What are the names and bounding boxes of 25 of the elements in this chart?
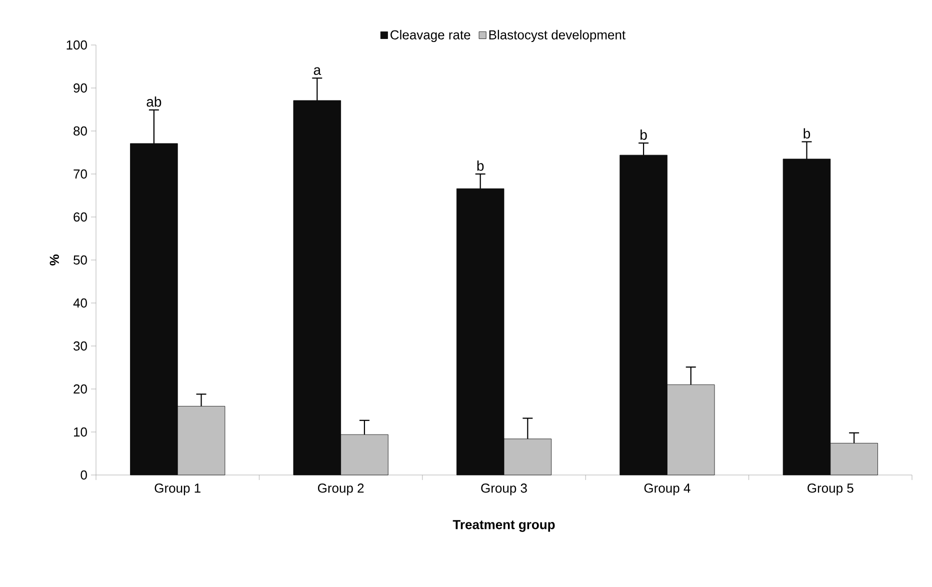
y-tick-label: 100 — [66, 40, 87, 50]
y-tick-label: 50 — [74, 255, 87, 265]
legend-label: Blastocyst development — [489, 30, 626, 42]
annotation: b — [477, 160, 484, 171]
y-tick-label: 30 — [74, 341, 87, 351]
annotation: a — [314, 67, 322, 75]
annotation: b — [804, 128, 810, 139]
y-tick-label: 10 — [74, 427, 87, 437]
x-tick-label: Group 1 — [154, 484, 200, 496]
annotation: b — [640, 130, 647, 140]
y-tick-label: 80 — [74, 126, 87, 136]
y-tick-label: 90 — [74, 83, 87, 93]
annotation: ab — [146, 96, 162, 107]
x-tick-label: Group 2 — [318, 484, 364, 496]
x-tick-label: Group 3 — [481, 484, 527, 496]
y-tick-label: 70 — [74, 169, 87, 179]
x-tick-label: Group 5 — [808, 484, 854, 496]
x-tick-label: Group 4 — [644, 484, 690, 496]
y-tick-label: 0 — [80, 470, 87, 480]
y-tick-label: 20 — [74, 384, 87, 394]
y-tick-label: 60 — [74, 212, 87, 222]
legend-label: Cleavage rate — [390, 30, 470, 42]
x-axis-title: Treatment group — [452, 520, 555, 532]
y-tick-label: 40 — [73, 298, 87, 308]
y-axis-title: % — [50, 254, 59, 266]
